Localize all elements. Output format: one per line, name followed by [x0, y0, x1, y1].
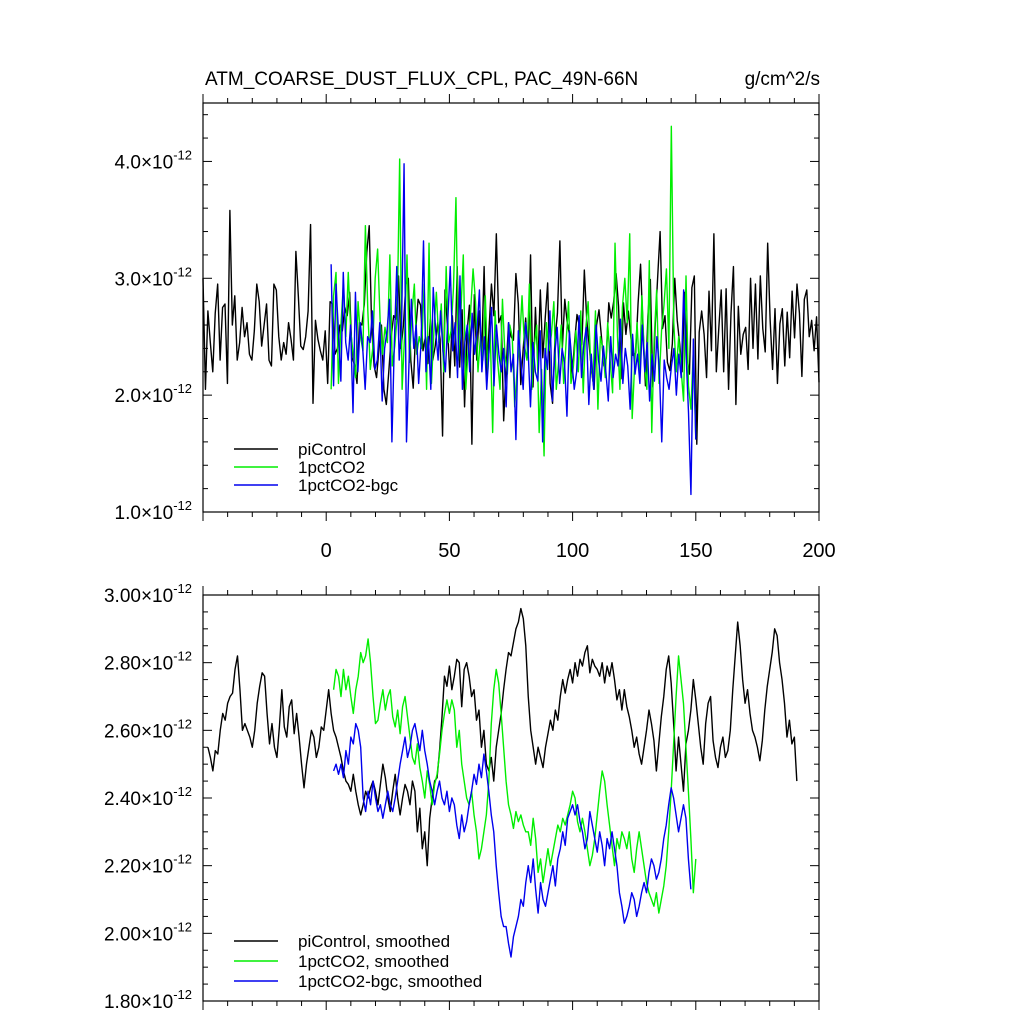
series-line-picontrol-smoothed — [207, 607, 798, 867]
y-tick-label: 1.80×10-12 — [104, 987, 192, 1013]
x-tick-label: 100 — [556, 540, 589, 562]
series-line-picontrol — [202, 209, 820, 445]
legend-label: piControl, smoothed — [298, 932, 450, 951]
series-line-1pctco2-smoothed — [332, 638, 697, 914]
bottom-panel: 1.80×10-12 2.00×10-12 2.20×10-12 2.40×10-12… — [104, 581, 820, 1013]
chart-units: g/cm^2/s — [745, 69, 820, 90]
legend-label: piControl — [298, 440, 366, 459]
y-tick-label: 2.20×10-12 — [104, 852, 192, 878]
top-panel: 0 50 100 150 200 1.0×10-12 2.0×10-12 3.0×10-12 4… — [115, 94, 836, 562]
y-tick-label: 2.80×10-12 — [104, 649, 192, 675]
y-tick-label: 2.40×10-12 — [104, 784, 192, 810]
legend-label: 1pctCO2, smoothed — [298, 952, 449, 971]
y-tick-label: 1.0×10-12 — [115, 498, 192, 524]
legend-label: 1pctCO2 — [298, 458, 365, 477]
chart-title: ATM_COARSE_DUST_FLUX_CPL, PAC_49N-66N — [205, 69, 638, 90]
x-tick-label: 0 — [321, 540, 332, 562]
y-tick-label: 2.00×10-12 — [104, 919, 192, 945]
legend-label: 1pctCO2-bgc, smoothed — [298, 972, 482, 991]
y-tick-label: 3.00×10-12 — [104, 581, 192, 607]
series-line-1pctco2-bgc-smoothed — [332, 722, 692, 958]
y-tick-label: 4.0×10-12 — [115, 147, 192, 173]
x-tick-label: 200 — [802, 540, 835, 562]
y-tick-label: 2.60×10-12 — [104, 716, 192, 742]
x-tick-label: 50 — [438, 540, 460, 562]
y-tick-label: 3.0×10-12 — [115, 264, 192, 290]
x-tick-label: 150 — [679, 540, 712, 562]
y-tick-label: 2.0×10-12 — [115, 381, 192, 407]
series-line-1pctco2-bgc — [330, 163, 697, 496]
legend-label: 1pctCO2-bgc — [298, 476, 399, 495]
